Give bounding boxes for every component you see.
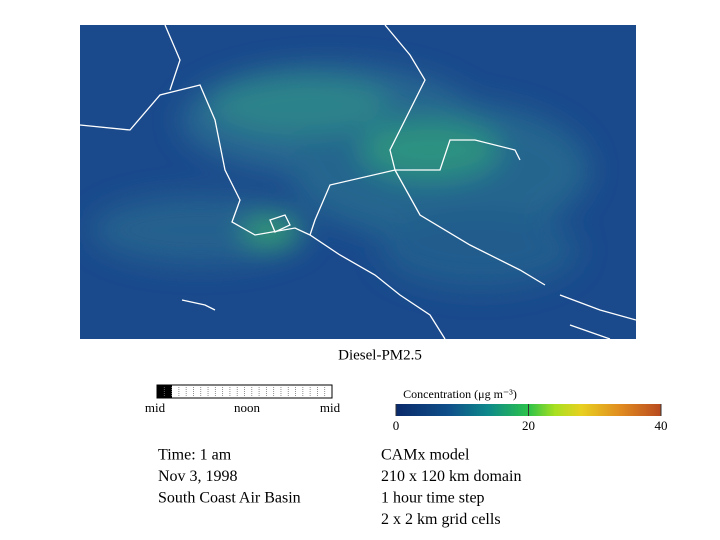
info-right-line: 210 x 120 km domain [381, 468, 521, 485]
info-left-line: South Coast Air Basin [158, 490, 301, 507]
info-right-line: 2 x 2 km grid cells [381, 511, 501, 528]
colorbar-tick-label: 40 [655, 418, 668, 433]
info-right-line: 1 hour time step [381, 490, 485, 507]
info-right-line: CAMx model [381, 447, 470, 464]
colorbar-tick-label: 0 [393, 418, 400, 433]
timeline-label: mid [145, 400, 166, 415]
map [80, 25, 636, 339]
info-left-line: Nov 3, 1998 [158, 468, 238, 485]
timeline [156, 384, 333, 399]
colorbar-title: Concentration (μg m⁻³) [403, 387, 517, 401]
timeline-label: noon [234, 400, 261, 415]
timeline-label: mid [320, 400, 341, 415]
colorbar-tick-label: 20 [522, 418, 535, 433]
map-title: Diesel-PM2.5 [338, 347, 422, 363]
info-left-line: Time: 1 am [158, 447, 232, 464]
